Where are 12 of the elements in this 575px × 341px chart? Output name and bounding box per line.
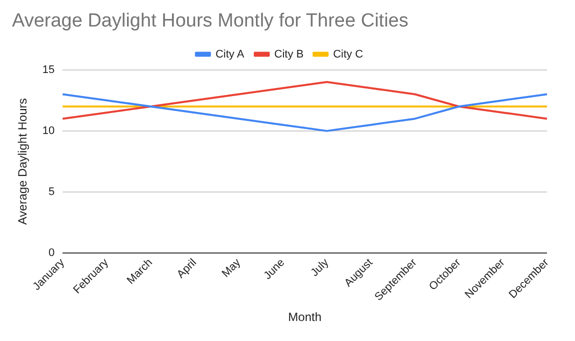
x-axis-title: Month [288,310,322,324]
legend-label: City B [274,48,304,60]
legend-label: City C [333,48,364,60]
y-tick-label: 10 [42,124,55,137]
y-axis-title: Average Daylight Hours [16,98,30,225]
y-tick-label: 0 [48,247,55,260]
legend-label: City A [215,48,245,60]
x-tick-label: May [220,256,244,280]
chart-title: Average Daylight Hours Montly for Three Cities [12,10,408,32]
y-tick-label: 15 [42,64,55,76]
y-tick-label: 5 [48,186,55,198]
x-tick-label: July [308,256,332,279]
